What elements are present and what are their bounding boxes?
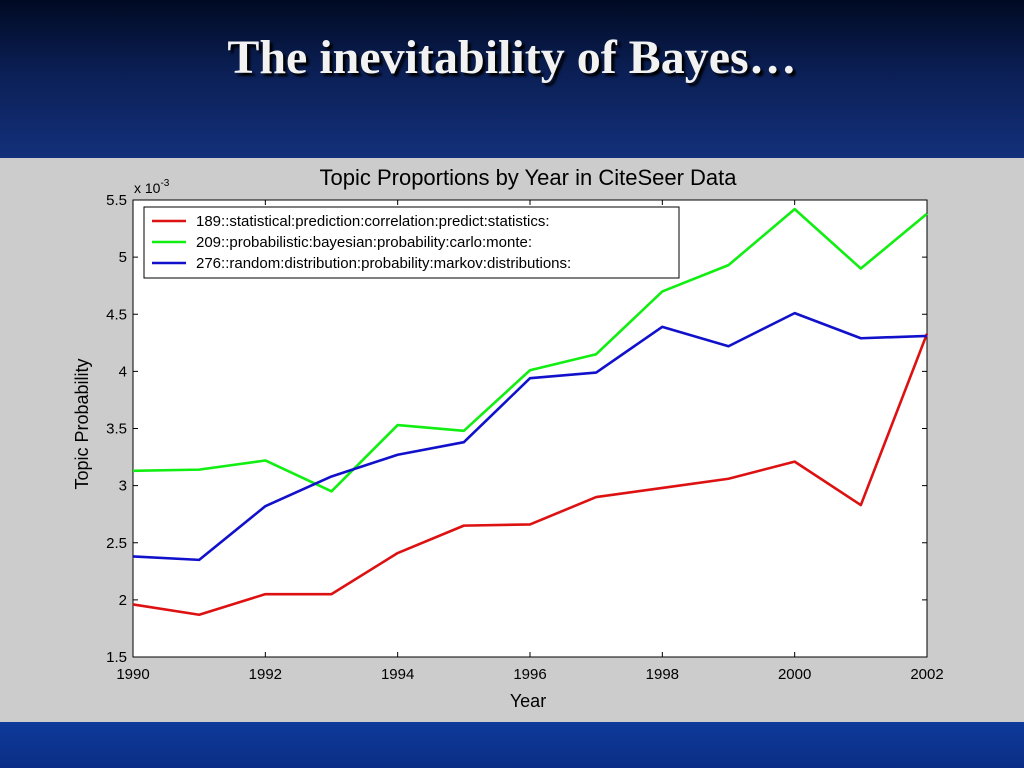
chart-title: Topic Proportions by Year in CiteSeer Da… xyxy=(319,165,737,190)
x-tick-label: 1998 xyxy=(646,666,679,683)
x-tick-label: 1996 xyxy=(513,666,546,683)
axis-ticks: 1990 1992 1994 1996 1998 2000 2002 1.5 2 2.5 3 3.5 4… xyxy=(106,192,944,683)
y-multiplier-base: x 10 xyxy=(134,180,161,196)
y-axis-label: Topic Probability xyxy=(72,358,92,489)
series-line-2 xyxy=(132,207,928,493)
x-tick-label: 1990 xyxy=(116,666,149,683)
y-multiplier-exponent: -3 xyxy=(160,178,169,189)
series-layer xyxy=(132,207,929,617)
legend: 189::statistical:prediction:correlation:… xyxy=(143,206,680,279)
slide-header: The inevitability of Bayes… xyxy=(0,0,1024,158)
x-tick-label: 1992 xyxy=(249,666,282,683)
y-tick-label: 5.5 xyxy=(106,192,127,209)
y-tick-label: 4 xyxy=(119,363,127,380)
y-tick-label: 3 xyxy=(119,478,127,495)
y-tick-label: 5 xyxy=(119,249,127,266)
slide-title: The inevitability of Bayes… xyxy=(227,31,797,84)
legend-label: 209::probabilistic:bayesian:probability:… xyxy=(196,234,532,251)
x-tick-label: 1994 xyxy=(381,666,414,683)
x-axis-label: Year xyxy=(510,691,546,711)
y-tick-label: 2.5 xyxy=(106,535,127,552)
series-line-3 xyxy=(132,311,928,562)
legend-label: 276::random:distribution:probability:mar… xyxy=(196,255,571,272)
y-axis-multiplier: x 10-3 xyxy=(134,178,170,196)
y-tick-label: 2 xyxy=(119,592,127,609)
series-line-1 xyxy=(132,333,929,617)
y-tick-label: 3.5 xyxy=(106,421,127,438)
footer-band xyxy=(0,722,1024,768)
y-tick-label: 4.5 xyxy=(106,306,127,323)
x-tick-label: 2000 xyxy=(778,666,811,683)
x-tick-label: 2002 xyxy=(910,666,943,683)
y-tick-label: 1.5 xyxy=(106,649,127,666)
legend-box xyxy=(143,206,680,279)
legend-label: 189::statistical:prediction:correlation:… xyxy=(196,213,550,230)
